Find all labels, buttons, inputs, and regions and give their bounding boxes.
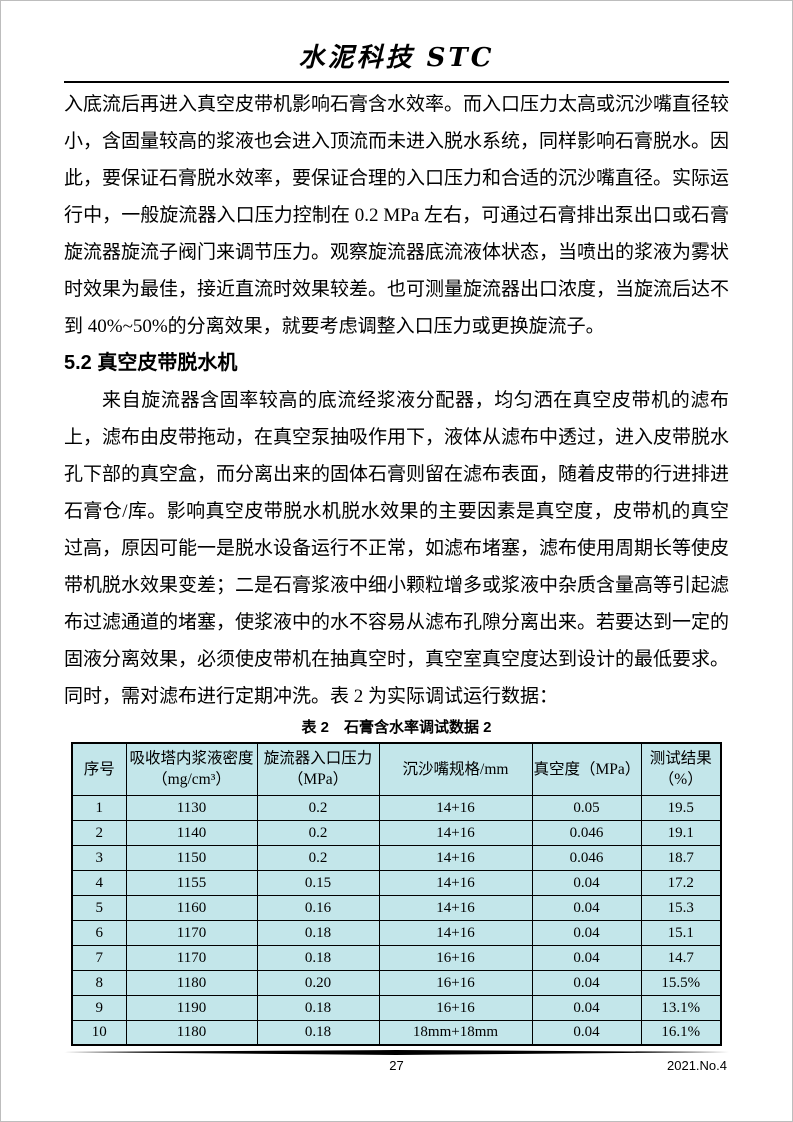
table-cell: 16+16 (378, 969, 533, 996)
table-cell: 0.05 (531, 794, 642, 821)
table-cell: 7 (71, 944, 127, 971)
article-body: 入底流后再进入真空皮带机影响石膏含水效率。而入口压力太高或沉沙嘴直径较小，含固量… (1, 83, 792, 1046)
table-cell: 14+16 (378, 819, 533, 846)
table-cell: 0.04 (531, 1019, 642, 1046)
table-cell: 14+16 (378, 919, 533, 946)
table-cell: 1180 (125, 969, 258, 996)
table-body: 1 1130 0.2 14+16 0.05 19.5 2 1140 0.2 14+16 0.046 1… (71, 794, 722, 1046)
table-row: 1 1130 0.2 14+16 0.05 19.5 (71, 794, 722, 821)
page-number: 27 (389, 1058, 404, 1073)
table-row: 5 1160 0.16 14+16 0.04 15.3 (71, 894, 722, 921)
table-row: 10 1180 0.18 18mm+18mm 0.04 16.1% (71, 1019, 722, 1046)
table-row: 6 1170 0.18 14+16 0.04 15.1 (71, 919, 722, 946)
table-cell: 1130 (125, 794, 258, 821)
table-cell: 0.04 (531, 944, 642, 971)
table-cell: 0.18 (256, 944, 380, 971)
table-cell: 0.15 (256, 869, 380, 896)
page-header: 水泥科技 STC (1, 1, 792, 75)
journal-title: 水泥科技 STC (298, 43, 495, 73)
table-cell: 14+16 (378, 844, 533, 871)
page-footer: 27 2021.No.4 (64, 1050, 729, 1075)
table-cell: 1170 (125, 944, 258, 971)
table-cell: 14+16 (378, 894, 533, 921)
table-row: 3 1150 0.2 14+16 0.046 18.7 (71, 844, 722, 871)
paragraph-vacuum-belt: 来自旋流器含固率较高的底流经浆液分配器，均匀洒在真空皮带机的滤布上，滤布由皮带拖… (64, 390, 730, 707)
table-cell: 0.04 (531, 994, 642, 1021)
gypsum-moisture-table: 序号 吸收塔内浆液密度 （mg/cm³） 旋流器入口压力 （MPa） 沉沙嘴规格… (71, 742, 722, 1046)
section-heading-5-2: 5.2 真空皮带脱水机 (64, 352, 238, 374)
table-cell: 0.16 (256, 894, 380, 921)
table-cell: 5 (71, 894, 127, 921)
table-cell: 0.04 (531, 894, 642, 921)
table-cell: 19.1 (640, 819, 722, 846)
table-row: 9 1190 0.18 16+16 0.04 13.1% (71, 994, 722, 1021)
issue-label: 2021.No.4 (667, 1058, 727, 1073)
table-cell: 0.04 (531, 969, 642, 996)
table-cell: 1 (71, 794, 127, 821)
table-cell: 16+16 (378, 944, 533, 971)
table-cell: 0.18 (256, 1019, 380, 1046)
table-cell: 15.5% (640, 969, 722, 996)
table-cell: 0.20 (256, 969, 380, 996)
footer-row: 27 2021.No.4 (64, 1057, 729, 1075)
table-cell: 1180 (125, 1019, 258, 1046)
table-cell: 14.7 (640, 944, 722, 971)
table-cell: 0.18 (256, 994, 380, 1021)
table-cell: 0.2 (256, 819, 380, 846)
header-rule (64, 81, 729, 83)
table-row: 7 1170 0.18 16+16 0.04 14.7 (71, 944, 722, 971)
table-cell: 17.2 (640, 869, 722, 896)
table-caption: 表 2 石膏含水率调试数据 2 (301, 719, 492, 736)
table-cell: 18mm+18mm (378, 1019, 533, 1046)
table-cell: 16.1% (640, 1019, 722, 1046)
table-cell: 15.1 (640, 919, 722, 946)
column-header-inlet-pressure: 旋流器入口压力 （MPa） (256, 742, 380, 796)
table-row: 4 1155 0.15 14+16 0.04 17.2 (71, 869, 722, 896)
table-cell: 0.046 (531, 819, 642, 846)
table-row: 8 1180 0.20 16+16 0.04 15.5% (71, 969, 722, 996)
table-cell: 0.046 (531, 844, 642, 871)
column-header-test-result: 测试结果 （%） (640, 742, 722, 796)
table-cell: 13.1% (640, 994, 722, 1021)
table-cell: 0.18 (256, 919, 380, 946)
table-cell: 1170 (125, 919, 258, 946)
column-header-slurry-density: 吸收塔内浆液密度 （mg/cm³） (125, 742, 258, 796)
table-cell: 1140 (125, 819, 258, 846)
table-cell: 8 (71, 969, 127, 996)
table-cell: 1160 (125, 894, 258, 921)
table-cell: 0.04 (531, 869, 642, 896)
table-cell: 9 (71, 994, 127, 1021)
table-cell: 0.2 (256, 794, 380, 821)
column-header-index: 序号 (71, 742, 127, 796)
footer-rule (64, 1050, 729, 1055)
column-header-nozzle-spec: 沉沙嘴规格/mm (378, 742, 533, 796)
table-cell: 0.2 (256, 844, 380, 871)
table-cell: 14+16 (378, 869, 533, 896)
table-cell: 14+16 (378, 794, 533, 821)
table-cell: 0.04 (531, 919, 642, 946)
table-cell: 1155 (125, 869, 258, 896)
paragraph-cyclone-pressure: 入底流后再进入真空皮带机影响石膏含水效率。而入口压力太高或沉沙嘴直径较小，含固量… (64, 94, 730, 337)
column-header-vacuum-degree: 真空度（MPa） (531, 742, 642, 796)
table-header-row: 序号 吸收塔内浆液密度 （mg/cm³） 旋流器入口压力 （MPa） 沉沙嘴规格… (71, 742, 722, 796)
table-cell: 4 (71, 869, 127, 896)
table-cell: 3 (71, 844, 127, 871)
table-cell: 6 (71, 919, 127, 946)
table-cell: 1190 (125, 994, 258, 1021)
table-cell: 2 (71, 819, 127, 846)
table-cell: 15.3 (640, 894, 722, 921)
table-cell: 1150 (125, 844, 258, 871)
table-cell: 10 (71, 1019, 127, 1046)
table-row: 2 1140 0.2 14+16 0.046 19.1 (71, 819, 722, 846)
table-cell: 18.7 (640, 844, 722, 871)
table-cell: 19.5 (640, 794, 722, 821)
table-cell: 16+16 (378, 994, 533, 1021)
